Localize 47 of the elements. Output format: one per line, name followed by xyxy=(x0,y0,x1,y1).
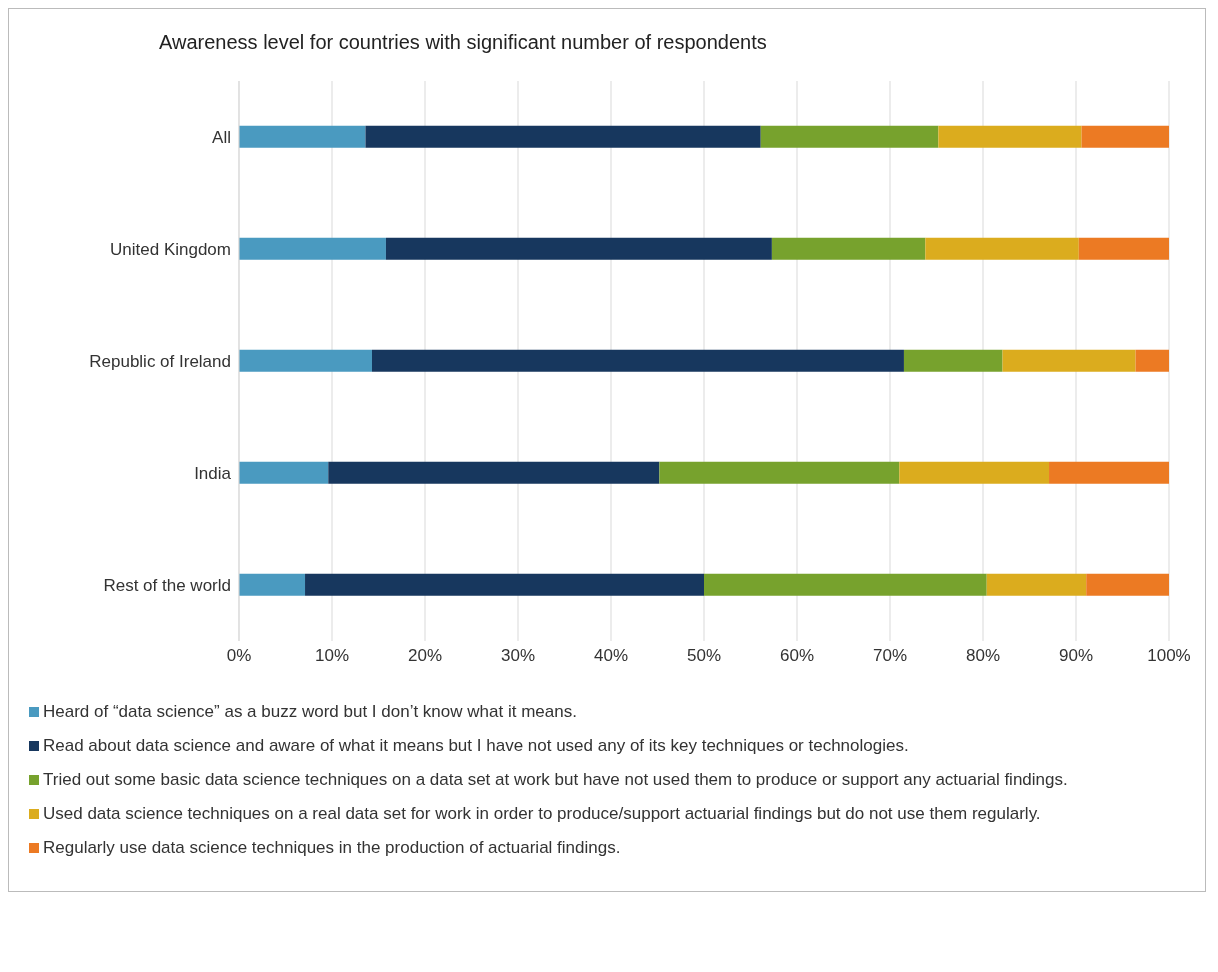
bar xyxy=(771,237,926,260)
x-tick-label: 10% xyxy=(314,646,350,666)
y-tick-label: Republic of Ireland xyxy=(89,352,231,372)
bar xyxy=(385,237,772,260)
bar xyxy=(1002,349,1136,372)
legend-label: Regularly use data science techniques in the production of actuarial findings. xyxy=(43,837,621,859)
bar xyxy=(899,461,1050,484)
bar xyxy=(704,573,987,596)
bar xyxy=(328,461,660,484)
legend-label: Used data science techniques on a real data set for work in order to produce/support actuarial findings but do not use them regularly. xyxy=(43,803,1041,825)
legend-label: Read about data science and aware of what it means but I have not used any of its key techniques or technologies. xyxy=(43,735,909,757)
x-tick-label: 90% xyxy=(1058,646,1094,666)
y-tick-label: All xyxy=(212,128,231,148)
bar xyxy=(659,461,900,484)
bar xyxy=(239,573,306,596)
x-tick-label: 60% xyxy=(779,646,815,666)
bar xyxy=(1081,125,1169,148)
bar xyxy=(239,125,366,148)
x-tick-label: 100% xyxy=(1147,646,1191,666)
bar xyxy=(1135,349,1169,372)
y-tick-label: United Kingdom xyxy=(110,240,231,260)
chart-title: Awareness level for countries with significant number of respondents xyxy=(158,30,768,55)
bar xyxy=(239,237,386,260)
y-tick-label: Rest of the world xyxy=(103,576,231,596)
bar xyxy=(986,573,1087,596)
bar xyxy=(365,125,761,148)
bar xyxy=(925,237,1079,260)
bar xyxy=(1078,237,1169,260)
x-tick-label: 80% xyxy=(965,646,1001,666)
x-tick-label: 0% xyxy=(226,646,252,666)
x-tick-label: 40% xyxy=(593,646,629,666)
x-tick-label: 20% xyxy=(407,646,443,666)
bar xyxy=(760,125,939,148)
bar xyxy=(903,349,1003,372)
x-tick-label: 70% xyxy=(872,646,908,666)
bar xyxy=(938,125,1082,148)
bar xyxy=(305,573,704,596)
x-tick-label: 50% xyxy=(686,646,722,666)
bar xyxy=(371,349,904,372)
x-tick-label: 30% xyxy=(500,646,536,666)
bar xyxy=(1049,461,1169,484)
bar xyxy=(239,461,329,484)
y-tick-label: India xyxy=(194,464,232,484)
legend-label: Heard of “data science” as a buzz word but I don’t know what it means. xyxy=(43,701,577,723)
bar xyxy=(239,349,372,372)
legend-label: Tried out some basic data science techniques on a data set at work but have not used them to produce or support any actuarial findings. xyxy=(43,769,1068,791)
bar xyxy=(1086,573,1169,596)
